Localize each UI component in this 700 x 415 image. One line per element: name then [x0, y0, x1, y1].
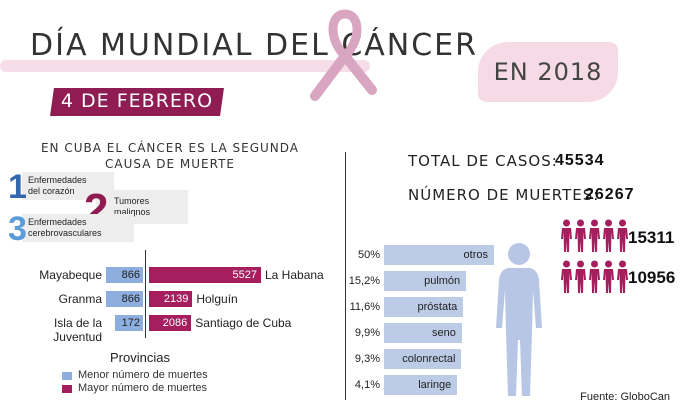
province-bar-min: 172: [115, 315, 143, 331]
ranking-subtitle-line1: EN CUBA EL CÁNCER ES LA SEGUNDA: [40, 141, 300, 155]
rank-3-number: 3: [8, 210, 27, 248]
people-group-a: [560, 219, 632, 255]
province-bar-max: 2139: [149, 291, 193, 307]
date-label: 4 DE FEBRERO: [60, 90, 214, 112]
rank-1-label-line1: Enfermedades: [28, 175, 87, 185]
rank-2-label-line2: malignos: [114, 207, 151, 217]
cancer-type-bar: otros: [384, 245, 494, 265]
legend-label-max: Mayor número de muertes: [78, 382, 207, 394]
province-axis: [145, 250, 146, 338]
person-icon: [561, 260, 572, 293]
legend-label-min: Menor número de muertes: [78, 369, 208, 381]
cancer-type-bar: laringe: [384, 375, 458, 395]
person-icon: [603, 260, 614, 293]
rank-1-number: 1: [8, 168, 27, 206]
cancer-type-bar: seno: [384, 323, 462, 343]
legend-swatch-red: [62, 385, 72, 393]
province-bar-max: 2086: [149, 315, 192, 331]
ranking-subtitle-line2: CAUSA DE MUERTE: [105, 157, 235, 171]
source-credit: Fuente: GloboCan: [580, 391, 670, 403]
people-group-b: [560, 260, 632, 296]
province-label-min: Mayabeque: [39, 268, 102, 282]
cancer-type-bar: próstata: [384, 297, 464, 317]
person-icon: [589, 260, 600, 293]
province-bar-max: 5527: [149, 267, 261, 283]
year-badge: [478, 42, 618, 102]
province-label-min: Granma: [58, 292, 102, 306]
cancer-type-percent: 9,9%: [354, 327, 380, 339]
province-label-max: Santiago de Cuba: [195, 316, 292, 330]
province-axis-label: Provincias: [110, 350, 170, 365]
ranking-subtitle: EN CUBA EL CÁNCER ES LA SEGUNDA CAUSA DE…: [40, 140, 300, 172]
person-icon: [575, 219, 586, 252]
cancer-type-bar: colonrectal: [384, 349, 462, 369]
total-cases-value: 45534: [555, 152, 605, 169]
province-label-max: Holguín: [196, 292, 238, 306]
group-b-value: 10956: [628, 268, 676, 287]
rank-3-box: Enfermedades cerebrovasculares: [22, 214, 134, 242]
deaths-value: 26267: [585, 186, 635, 203]
legend-swatch-blue: [62, 372, 72, 380]
group-a-value: 15311: [628, 228, 675, 247]
cancer-type-bar: pulmón: [384, 271, 467, 291]
person-icon: [603, 219, 614, 252]
rank-2-label-line1: Tumores: [114, 196, 150, 206]
cancer-type-percent: 50%: [357, 249, 380, 261]
rank-3-label-line1: Enfermedades: [28, 217, 87, 227]
rank-1-label-line2: del corazón: [28, 186, 75, 196]
title-brush: [0, 60, 370, 72]
deaths-label: NÚMERO DE MUERTES:: [408, 186, 600, 204]
person-icon: [617, 260, 628, 293]
person-icon: [575, 260, 586, 293]
province-bar-min: 866: [105, 291, 143, 307]
human-figure-icon: [496, 243, 542, 396]
province-label-max: La Habana: [265, 268, 324, 282]
total-cases-label: TOTAL DE CASOS:: [408, 152, 558, 170]
pink-ribbon-icon: [310, 9, 377, 101]
person-icon: [561, 219, 572, 252]
page-title: DÍA MUNDIAL DEL CÁNCER: [30, 28, 478, 63]
section-divider: [345, 152, 346, 400]
cancer-type-percent: 4,1%: [354, 379, 380, 391]
year-label: EN 2018: [493, 58, 603, 86]
cancer-type-percent: 15,2%: [348, 275, 380, 287]
rank-3-label-line2: cerebrovasculares: [28, 228, 102, 238]
person-icon: [617, 219, 628, 252]
rank-1-box: Enfermedades del corazón: [22, 172, 114, 200]
province-label-min: Isla de la Juventud: [53, 316, 102, 344]
province-bar-min: 866: [105, 267, 143, 283]
cancer-type-percent: 11,6%: [349, 301, 380, 313]
person-icon: [589, 219, 600, 252]
cancer-type-percent: 9,3%: [354, 353, 380, 365]
